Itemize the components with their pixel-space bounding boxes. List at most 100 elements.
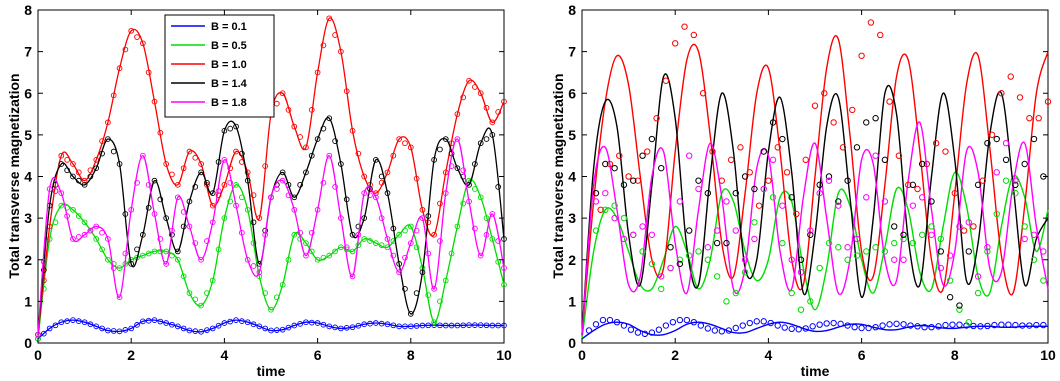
data-point (472, 186, 478, 192)
data-point (442, 136, 449, 142)
scatter-point (900, 321, 907, 328)
series-b-0-1 (35, 317, 507, 342)
scatter-point (751, 185, 758, 193)
data-point (279, 90, 286, 97)
data-point (407, 311, 414, 317)
data-point (116, 328, 123, 335)
y-tick-label: 0 (24, 335, 32, 351)
scatter-point (886, 321, 893, 328)
scatter-point (592, 189, 600, 197)
data-point (419, 269, 426, 276)
data-point (297, 229, 303, 236)
data-point (145, 69, 152, 76)
scatter-point (1021, 160, 1028, 168)
data-point (326, 15, 333, 22)
scatter-point (918, 160, 926, 168)
scatter-point (1026, 115, 1033, 122)
data-point (402, 323, 408, 330)
scatter-point (648, 135, 656, 143)
data-point (204, 290, 210, 296)
data-point (244, 319, 251, 326)
data-point (186, 198, 193, 205)
scatter-point (676, 260, 684, 268)
scatter-point (825, 239, 833, 247)
series-b-1-8 (35, 136, 507, 338)
data-point (501, 98, 507, 105)
data-point (186, 327, 193, 334)
y-tick-label: 7 (24, 44, 32, 60)
scatter-point (655, 326, 663, 333)
scatter-point (713, 227, 721, 234)
y-tick-label: 5 (24, 127, 32, 143)
scatter-point (662, 322, 670, 329)
data-point (431, 319, 437, 326)
scatter-point (592, 227, 600, 234)
data-point (198, 328, 204, 335)
scatter-point (816, 181, 823, 189)
data-point (495, 258, 502, 265)
data-point (233, 317, 239, 323)
data-point (215, 188, 222, 194)
y-tick-label: 5 (568, 127, 576, 143)
scatter-point (979, 177, 986, 184)
data-point (361, 236, 368, 242)
x-tick-label: 4 (221, 347, 229, 363)
data-point (378, 242, 385, 249)
data-point (163, 161, 170, 167)
scatter-point (816, 189, 823, 197)
data-point (209, 277, 216, 284)
x-tick-label: 0 (578, 347, 586, 363)
data-point (227, 125, 234, 132)
data-point (297, 321, 303, 327)
scatter-point (863, 248, 870, 255)
scatter-point (751, 219, 758, 226)
series-line (37, 138, 505, 335)
data-point (437, 322, 443, 329)
data-point (215, 192, 222, 199)
data-point (64, 167, 70, 174)
data-point (128, 261, 135, 267)
data-point (384, 236, 391, 242)
y-tick-label: 8 (24, 2, 32, 18)
scatter-point (956, 302, 963, 309)
data-point (489, 322, 496, 329)
scatter-point (1016, 94, 1024, 101)
data-point (332, 32, 338, 38)
scatter-point (825, 173, 833, 180)
scatter-point (599, 316, 607, 324)
data-point (273, 327, 280, 333)
data-point (495, 322, 502, 329)
data-point (192, 184, 199, 190)
right-x-axis-label: time (801, 363, 830, 379)
scatter-point (713, 239, 721, 247)
scatter-point (695, 248, 702, 255)
scatter-point (648, 329, 656, 336)
data-point (180, 325, 187, 332)
scatter-series-1 (592, 177, 1047, 326)
scatter-point (667, 244, 674, 251)
data-point (314, 69, 321, 76)
data-point (320, 125, 327, 132)
scatter-point (891, 223, 898, 230)
scatter-point (865, 324, 872, 332)
scatter-point (690, 318, 698, 326)
data-point (87, 167, 94, 174)
scatter-series-3 (592, 115, 1047, 309)
scatter-point (788, 289, 795, 297)
scatter-point (937, 235, 945, 243)
data-point (291, 322, 298, 329)
data-point (489, 132, 496, 138)
data-point (64, 213, 70, 219)
data-point (204, 179, 210, 186)
data-point (291, 206, 298, 213)
scatter-point (879, 322, 886, 329)
data-point (332, 324, 338, 331)
series-line-0 (581, 321, 1048, 340)
scatter-point (685, 152, 693, 159)
scatter-point (704, 244, 712, 251)
scatter-point (681, 23, 688, 30)
scatter-point (648, 231, 656, 238)
scatter-point (807, 231, 814, 238)
data-point (419, 215, 426, 221)
data-point (442, 169, 449, 176)
